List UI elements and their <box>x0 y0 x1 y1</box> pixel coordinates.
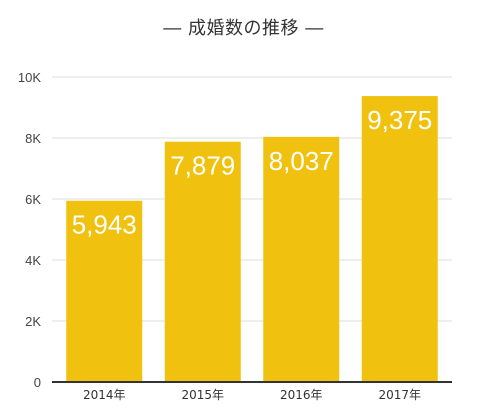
y-tick-label: 2K <box>25 314 41 329</box>
data-label: 9,375 <box>367 105 432 135</box>
y-tick-label: 0 <box>34 375 41 390</box>
data-label: 5,943 <box>72 210 137 240</box>
bar <box>263 136 340 382</box>
x-tick-label: 2014年 <box>83 388 126 402</box>
bar <box>164 141 241 382</box>
bar <box>361 96 438 382</box>
x-tick-label: 2017年 <box>378 388 421 402</box>
x-tick-label: 2015年 <box>181 388 224 402</box>
y-tick-label: 4K <box>25 253 41 268</box>
x-tick-label: 2016年 <box>280 388 323 402</box>
chart-title: ― 成婚数の推移 ― <box>163 18 324 39</box>
data-label: 7,879 <box>170 151 235 181</box>
y-tick-label: 6K <box>25 192 41 207</box>
data-label: 8,037 <box>269 146 334 176</box>
bar <box>66 200 143 382</box>
y-tick-label: 10K <box>18 70 41 85</box>
y-tick-label: 8K <box>25 131 41 146</box>
